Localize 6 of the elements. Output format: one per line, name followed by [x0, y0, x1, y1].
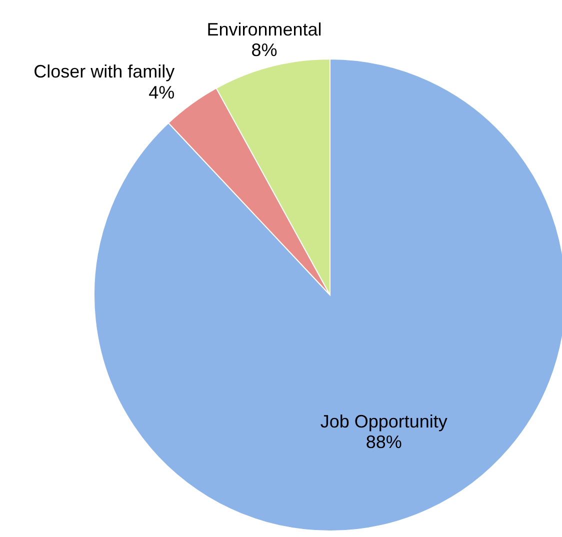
slice-label: Environmental — [206, 19, 322, 40]
data-label: 88% — [366, 432, 402, 452]
slice-label: Closer with family — [34, 62, 175, 82]
data-label: 4% — [148, 82, 175, 102]
slice-label: Job Opportunity — [320, 411, 448, 432]
data-label: 8% — [251, 40, 278, 60]
